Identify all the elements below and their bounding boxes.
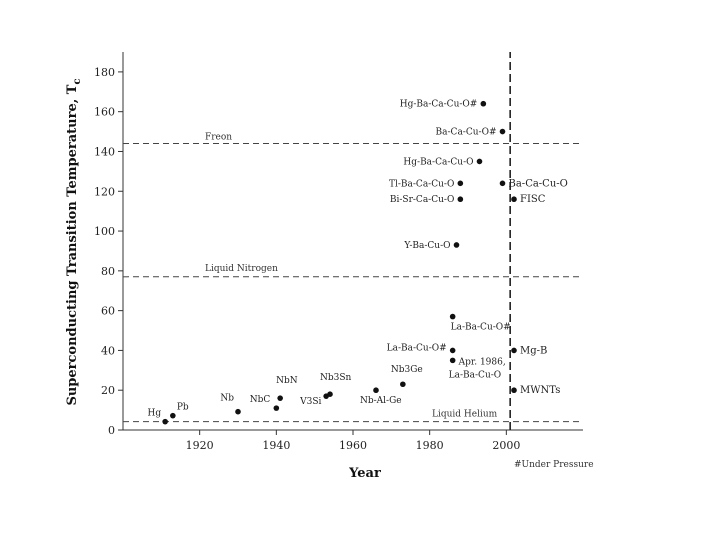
data-point: [273, 405, 280, 411]
data-point: [457, 180, 464, 187]
data-point-label: La-Ba-Cu-O#: [451, 323, 511, 333]
y-axis-title: Superconducting Transition Temperature, …: [65, 78, 83, 405]
x-ticks: 1920 1940 1960 1980 2000: [186, 430, 520, 452]
data-point-label: Nb3Sn: [320, 373, 352, 383]
data-point-label: Mg-B: [520, 345, 547, 356]
x-tick-label: 1980: [416, 439, 444, 452]
reference-line-label: Liquid Helium: [432, 410, 498, 420]
data-point: [480, 100, 487, 107]
data-point-label: Bi-Sr-Ca-Cu-O: [390, 195, 454, 205]
y-tick-label: 60: [101, 305, 115, 318]
data-point-label: Nb-Al-Ge: [360, 396, 402, 406]
reference-lines: Freon Liquid Nitrogen Liquid Helium: [123, 52, 583, 430]
footnote: #Under Pressure: [514, 460, 594, 470]
data-point-label: Ba-Ca-Cu-O: [509, 178, 568, 189]
y-tick-label: 140: [94, 145, 115, 158]
x-tick-label: 2000: [492, 439, 520, 452]
data-point-label: Hg-Ba-Ca-Cu-O: [403, 157, 473, 167]
data-point: [511, 196, 517, 203]
data-point: [457, 196, 464, 203]
y-tick-label: 80: [101, 265, 115, 278]
y-tick-label: 40: [101, 344, 115, 357]
y-ticks: 0 20 40 60 80 100 120 140 160 180: [94, 66, 123, 437]
data-point-label: MWNTs: [520, 385, 560, 396]
data-point: [277, 395, 283, 401]
data-point: [327, 391, 333, 397]
data-point: [373, 387, 379, 394]
data-point-label: Ba-Ca-Cu-O#: [436, 128, 497, 138]
x-tick-label: 1940: [262, 439, 290, 452]
y-tick-label: 20: [101, 384, 115, 397]
x-tick-label: 1960: [339, 439, 367, 452]
y-tick-label: 160: [94, 106, 115, 119]
x-tick-label: 1920: [186, 439, 214, 452]
data-point: [499, 180, 506, 187]
y-axis-title-sub: c: [72, 78, 83, 84]
data-point-label: Hg-Ba-Ca-Cu-O#: [400, 100, 478, 110]
data-point: [235, 408, 241, 415]
data-point: [476, 158, 483, 165]
data-point: [511, 387, 517, 394]
y-tick-label: 180: [94, 66, 115, 79]
data-point: [400, 381, 406, 388]
data-point-label: Pb: [177, 403, 189, 413]
y-tick-label: 0: [108, 424, 115, 437]
data-point: [453, 242, 460, 248]
data-point-label: NbN: [276, 376, 298, 386]
data-point: [162, 418, 168, 425]
data-point-label: Nb: [220, 394, 234, 404]
data-point-label: NbC: [250, 395, 271, 405]
data-point: [499, 128, 506, 135]
y-tick-label: 100: [94, 225, 115, 238]
data-point-label: Hg: [148, 409, 162, 419]
data-points: Hg Pb Nb NbC NbN V3Si Nb3Sn Nb-Al-Ge Nb3Ge La-Ba-…: [148, 100, 568, 425]
data-point-label: FISC: [520, 194, 546, 205]
data-point-label: Tl-Ba-Ca-Cu-O: [389, 179, 454, 189]
data-point: [449, 313, 456, 320]
data-point-label: V3Si: [299, 397, 321, 407]
reference-line-label: Freon: [205, 133, 232, 143]
data-point: [511, 347, 517, 354]
data-point: [449, 347, 456, 354]
y-axis-title-main: Superconducting Transition Temperature, …: [65, 84, 80, 405]
y-tick-label: 120: [94, 185, 115, 198]
data-point: [170, 412, 176, 419]
data-point-label: Y-Ba-Cu-O: [403, 241, 450, 251]
data-point-label: Apr. 1986, La-Ba-Cu-O: [449, 357, 506, 380]
x-axis-title: Year: [348, 466, 381, 481]
data-point-label: Nb3Ge: [391, 365, 423, 375]
reference-line-label: Liquid Nitrogen: [205, 264, 278, 274]
data-point-label: La-Ba-Cu-O#: [387, 343, 447, 353]
data-point: [449, 357, 456, 364]
